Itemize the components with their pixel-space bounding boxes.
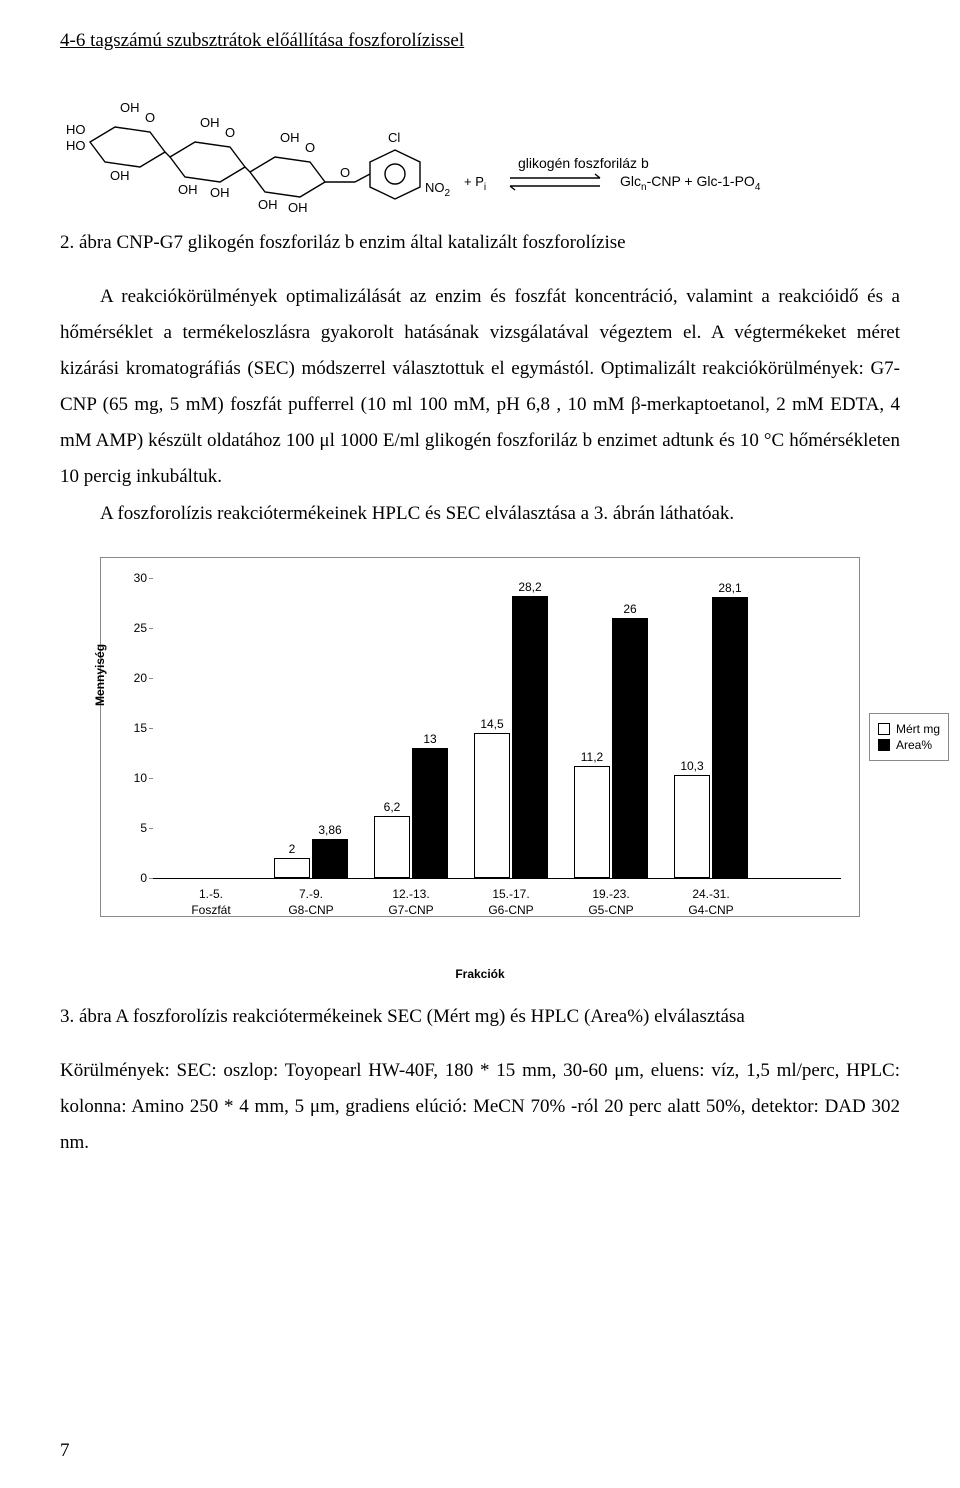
bar-area (512, 596, 548, 878)
paragraph-3: Körülmények: SEC: oszlop: Toyopearl HW-4… (60, 1053, 900, 1161)
bar-value-label: 2 (289, 842, 296, 856)
y-tick-label: 30 (123, 571, 147, 585)
bar-mert (274, 858, 310, 878)
svg-text:O: O (225, 125, 235, 140)
svg-text:OH: OH (110, 168, 130, 183)
svg-text:O: O (340, 165, 350, 180)
svg-text:O: O (145, 110, 155, 125)
svg-text:OH: OH (210, 185, 230, 200)
svg-text:Glcn-CNP + Glc-1-PO4: Glcn-CNP + Glc-1-PO4 (620, 173, 761, 193)
x-axis-title: Frakciók (100, 967, 860, 981)
svg-text:+ Pi: + Pi (464, 174, 486, 193)
legend-swatch-area (878, 739, 890, 751)
svg-text:O: O (305, 140, 315, 155)
y-tick-label: 25 (123, 621, 147, 635)
page-number: 7 (60, 1440, 70, 1462)
bar-area (412, 748, 448, 878)
bar-mert (474, 733, 510, 878)
svg-text:NO2: NO2 (425, 180, 451, 199)
y-tick-label: 20 (123, 671, 147, 685)
bar-mert (374, 816, 410, 878)
x-group-label: 19.-23.G5-CNP (588, 886, 633, 920)
bar-value-label: 14,5 (480, 717, 503, 731)
x-group-label: 12.-13.G7-CNP (388, 886, 433, 920)
y-axis-label: Mennyiség (93, 644, 107, 706)
svg-text:OH: OH (280, 130, 300, 145)
legend-label-area: Area% (896, 738, 932, 752)
svg-text:Cl: Cl (388, 130, 400, 145)
bar-value-label: 6,2 (384, 800, 401, 814)
bar-mert (574, 766, 610, 878)
reaction-svg: OH HO HO OH O OH OH O OH OH OH O OH O Cl… (60, 72, 900, 212)
bar-value-label: 13 (423, 732, 436, 746)
reaction-scheme: OH HO HO OH O OH OH O OH OH OH O OH O Cl… (60, 72, 900, 212)
paragraph-1: A reakciókörülmények optimalizálását az … (60, 279, 900, 496)
figure-3-caption: 3. ábra A foszforolízis reakciótermékein… (60, 999, 900, 1035)
bar-value-label: 10,3 (680, 759, 703, 773)
bar-value-label: 11,2 (581, 750, 603, 764)
x-group-label: 24.-31.G4-CNP (688, 886, 733, 920)
x-group-label: 1.-5.Foszfát (191, 886, 230, 920)
bar-mert (674, 775, 710, 878)
svg-text:OH: OH (258, 197, 278, 212)
paragraph-2: A foszforolízis reakciótermékeinek HPLC … (60, 496, 900, 532)
section-title: 4-6 tagszámú szubsztrátok előállítása fo… (60, 30, 900, 52)
bar-value-label: 28,2 (518, 580, 541, 594)
bar-value-label: 3,86 (318, 823, 341, 837)
legend-label-mert: Mért mg (896, 722, 940, 736)
bar-area (612, 618, 648, 878)
legend-swatch-mert (878, 723, 890, 735)
bar-value-label: 26 (623, 602, 636, 616)
chart-legend: Mért mg Area% (869, 713, 949, 761)
svg-text:HO: HO (66, 138, 86, 153)
svg-text:OH: OH (120, 100, 140, 115)
svg-text:OH: OH (178, 182, 198, 197)
svg-text:HO: HO (66, 122, 86, 137)
bar-chart: Mennyiség Mért mg Area% 0510152025301.-5… (100, 557, 860, 981)
x-group-label: 15.-17.G6-CNP (488, 886, 533, 920)
y-tick-label: 5 (123, 821, 147, 835)
svg-text:glikogén foszforiláz b: glikogén foszforiláz b (518, 155, 649, 171)
y-tick-label: 15 (123, 721, 147, 735)
x-group-label: 7.-9.G8-CNP (288, 886, 333, 920)
bar-area (712, 597, 748, 878)
figure-2-caption: 2. ábra CNP-G7 glikogén foszforiláz b en… (60, 232, 900, 254)
svg-text:OH: OH (200, 115, 220, 130)
y-tick-label: 0 (123, 871, 147, 885)
bar-area (312, 839, 348, 878)
y-tick-label: 10 (123, 771, 147, 785)
svg-text:OH: OH (288, 200, 308, 212)
bar-value-label: 28,1 (718, 581, 741, 595)
